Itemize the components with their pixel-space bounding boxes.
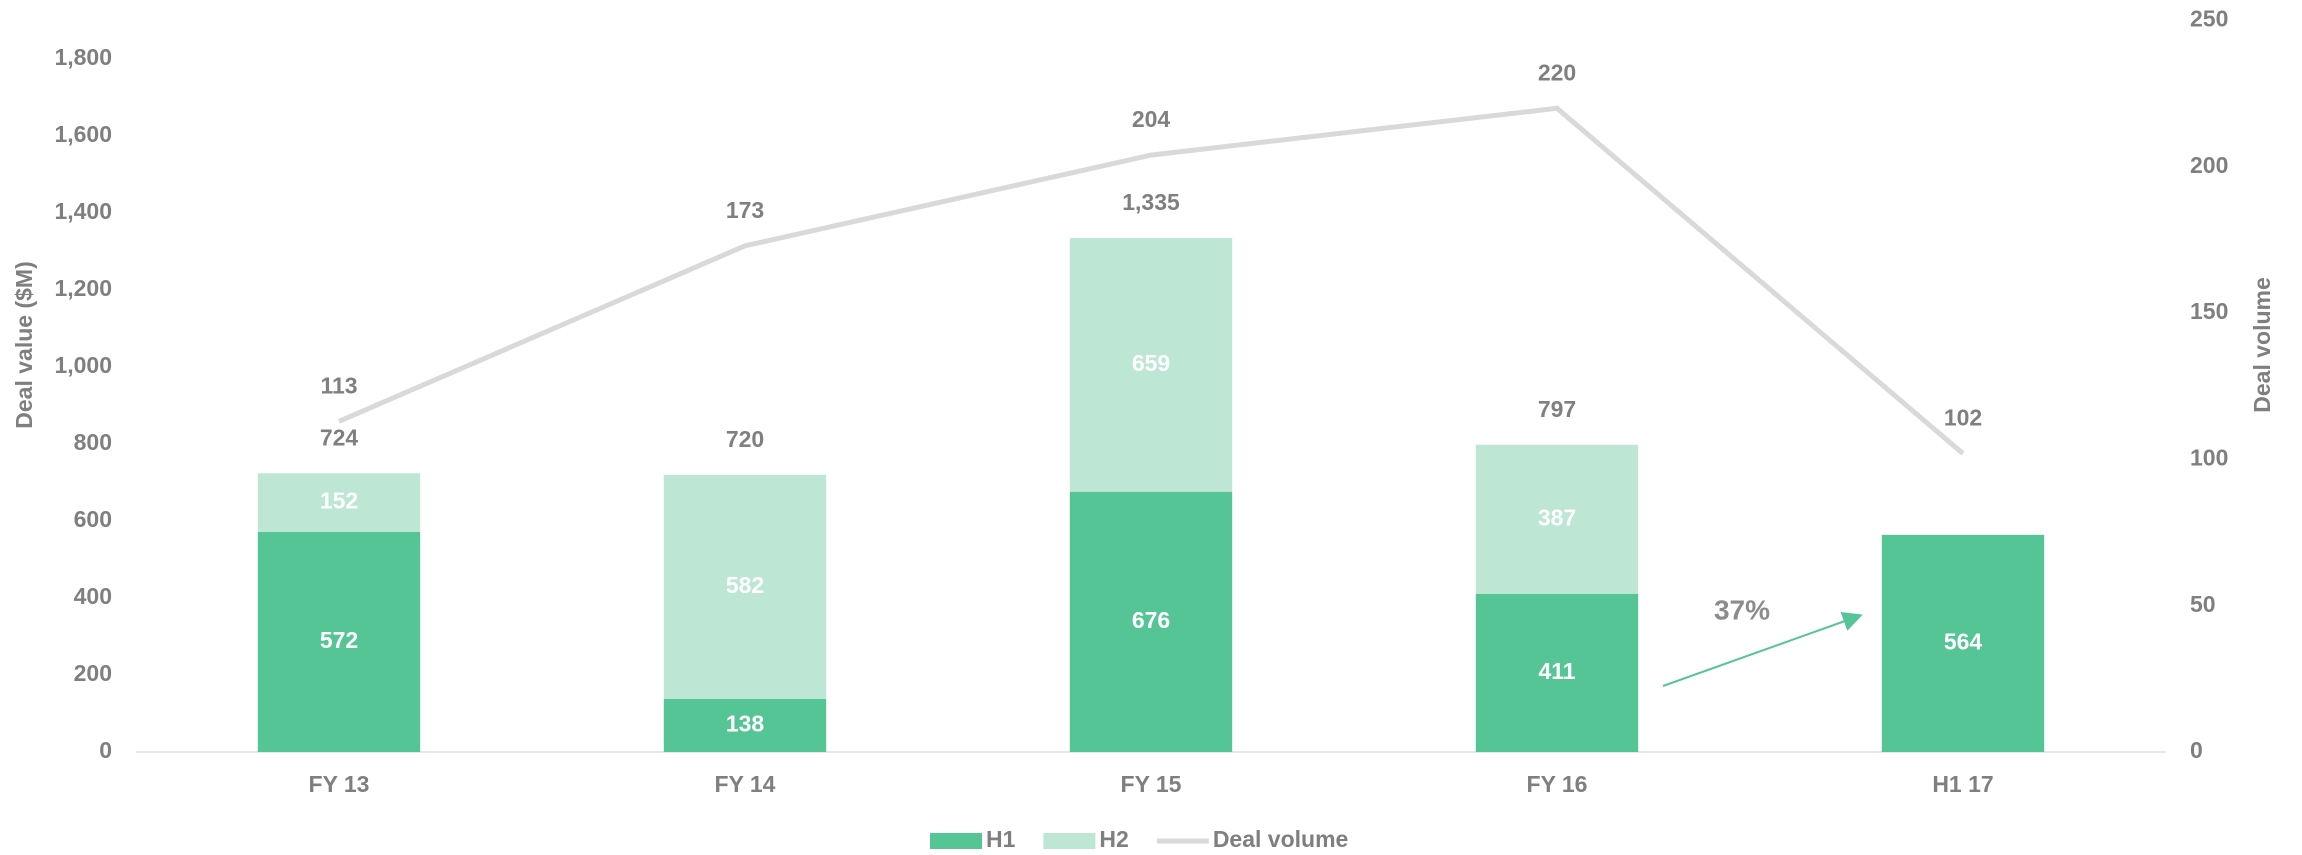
y2-tick-label: 100 <box>2190 444 2228 470</box>
y-tick-label: 400 <box>74 583 112 609</box>
y-axis-title: Deal value ($M) <box>11 261 37 428</box>
x-tick-label: FY 14 <box>715 771 776 797</box>
line-label: 204 <box>1132 106 1171 132</box>
total-label: 724 <box>320 424 359 450</box>
legend-swatch <box>1043 833 1096 849</box>
y-tick-label: 1,000 <box>54 352 112 378</box>
y-tick-label: 1,800 <box>54 44 112 70</box>
x-tick-label: FY 15 <box>1121 771 1182 797</box>
line <box>338 105 1965 456</box>
legend-label: Deal volume <box>1213 826 1349 852</box>
bar-segment <box>1475 444 1639 594</box>
x-tick-label: H1 17 <box>1932 771 1993 797</box>
y2-tick-label: 200 <box>2190 152 2228 178</box>
annotation-arrow <box>1662 611 1863 687</box>
bar-label: 152 <box>320 488 358 514</box>
bar-label: 676 <box>1132 607 1170 633</box>
bar-label: 582 <box>726 572 764 598</box>
bar-segment <box>1881 534 2045 752</box>
y2-axis-title: Deal volume <box>2249 277 2275 413</box>
line-label: 220 <box>1538 59 1576 85</box>
y2-tick-label: 50 <box>2190 591 2216 617</box>
total-label: 797 <box>1538 396 1576 422</box>
total-label: 720 <box>726 426 764 452</box>
bar-label: 387 <box>1538 504 1576 530</box>
legend-label: H2 <box>1099 826 1128 852</box>
bar-label: 572 <box>320 627 358 653</box>
bar-segment <box>1069 238 1233 492</box>
bar-segment <box>257 473 421 532</box>
y2-tick-label: 250 <box>2190 6 2228 32</box>
legend-swatch <box>930 833 982 849</box>
line-label: 102 <box>1944 405 1982 431</box>
bar-segment <box>1069 491 1233 752</box>
legend-label: H1 <box>986 826 1016 852</box>
bar-label: 564 <box>1944 629 1983 655</box>
line-label: 173 <box>726 197 764 223</box>
y-tick-label: 800 <box>74 429 112 455</box>
y-tick-label: 0 <box>99 737 112 763</box>
x-tick-label: FY 13 <box>309 771 370 797</box>
annotation: 37% <box>1714 594 1770 625</box>
bar-segment <box>257 531 421 752</box>
bar-label: 138 <box>726 711 765 737</box>
bar-segment <box>663 474 827 699</box>
bar-label: 659 <box>1132 350 1170 376</box>
bar-segment <box>1475 593 1639 752</box>
y-tick-label: 200 <box>74 660 112 686</box>
y-tick-label: 1,600 <box>54 121 112 147</box>
y2-tick-label: 150 <box>2190 298 2228 324</box>
total-label: 1,335 <box>1122 189 1180 215</box>
y-tick-label: 1,400 <box>54 198 112 224</box>
y-tick-label: 600 <box>74 506 112 532</box>
bar-label: 411 <box>1538 658 1575 684</box>
y2-tick-label: 0 <box>2190 737 2203 763</box>
x-tick-label: FY 16 <box>1527 771 1588 797</box>
y-tick-label: 1,200 <box>54 275 112 301</box>
line-label: 113 <box>320 372 357 398</box>
bar-segment <box>663 698 827 752</box>
